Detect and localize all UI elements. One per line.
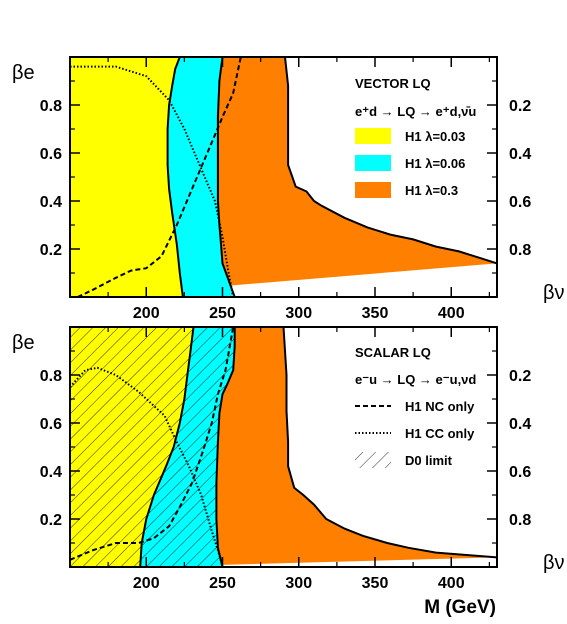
- y-tick-label: 0.8: [40, 98, 62, 115]
- x-tick-label: 400: [438, 305, 465, 322]
- legend-label-lambda003: H1 λ=0.03: [405, 129, 465, 144]
- y2-tick-label: 0.6: [509, 464, 531, 481]
- y-tick-label: 0.4: [40, 464, 62, 481]
- scalar-ylabel: βe: [12, 332, 35, 354]
- y-tick-label: 0.4: [40, 194, 62, 211]
- vector-title: VECTOR LQ: [355, 76, 431, 91]
- dashed-curve: [77, 57, 242, 297]
- y2-tick-label: 0.4: [509, 146, 531, 163]
- boundary-line-0: [166, 57, 184, 297]
- y2-tick-label: 0.6: [509, 194, 531, 211]
- boundary-line-2: [282, 327, 497, 559]
- x-tick-label: 400: [438, 575, 465, 592]
- x-tick-label: 250: [209, 305, 236, 322]
- x-tick-label: 300: [285, 575, 312, 592]
- vector-y2label: βν: [543, 282, 565, 304]
- scalar-y2label: βν: [543, 552, 565, 574]
- x-tick-label: 250: [209, 575, 236, 592]
- dashed-curve: [70, 327, 235, 561]
- x-tick-label: 350: [362, 575, 389, 592]
- legend-label-lambda006: H1 λ=0.06: [405, 156, 465, 171]
- vector-process: e⁺d → LQ → e⁺d,ν̄u: [355, 104, 476, 119]
- y2-tick-label: 0.4: [509, 416, 531, 433]
- scalar-process: e⁻u → LQ → e⁻u,νd: [355, 372, 476, 387]
- legend-swatch-lambda03: [355, 182, 391, 198]
- d0-limit-hatch: [70, 327, 235, 567]
- legend-swatch-lambda006: [355, 155, 391, 171]
- x-axis-label: M (GeV): [424, 597, 496, 618]
- region-lambda003: [70, 57, 183, 297]
- boundary-line-2: [284, 57, 497, 265]
- x-tick-label: 200: [133, 575, 160, 592]
- y-tick-label: 0.6: [40, 146, 62, 163]
- x-tick-label: 300: [285, 305, 312, 322]
- y2-tick-label: 0.2: [509, 98, 531, 115]
- y2-tick-label: 0.8: [509, 512, 531, 529]
- boundary-line-0: [139, 327, 195, 567]
- vector-ylabel: βe: [12, 62, 35, 84]
- x-tick-label: 350: [362, 305, 389, 322]
- y-tick-label: 0.2: [40, 242, 62, 259]
- legend-label-cc: H1 CC only: [405, 426, 475, 441]
- legend-swatch-lambda003: [355, 128, 391, 144]
- legend-label-lambda03: H1 λ=0.3: [405, 183, 458, 198]
- vector-legend: VECTOR LQ e⁺d → LQ → e⁺d,ν̄u H1 λ=0.03 H…: [355, 76, 476, 198]
- y-tick-label: 0.6: [40, 416, 62, 433]
- scalar-legend: SCALAR LQ e⁻u → LQ → e⁻u,νd H1 NC only H…: [355, 345, 476, 468]
- dotted-curve: [70, 366, 224, 567]
- x-tick-label: 200: [133, 305, 160, 322]
- y-tick-label: 0.2: [40, 512, 62, 529]
- y-tick-label: 0.8: [40, 368, 62, 385]
- legend-label-nc: H1 NC only: [405, 399, 475, 414]
- scalar-title: SCALAR LQ: [355, 345, 431, 360]
- boundary-line-1: [216, 57, 236, 297]
- y2-tick-label: 0.2: [509, 368, 531, 385]
- y2-tick-label: 0.8: [509, 242, 531, 259]
- boundary-line-1: [215, 327, 236, 567]
- legend-sample-d0: [355, 452, 391, 468]
- dotted-curve: [70, 65, 235, 297]
- legend-label-d0: D0 limit: [405, 453, 453, 468]
